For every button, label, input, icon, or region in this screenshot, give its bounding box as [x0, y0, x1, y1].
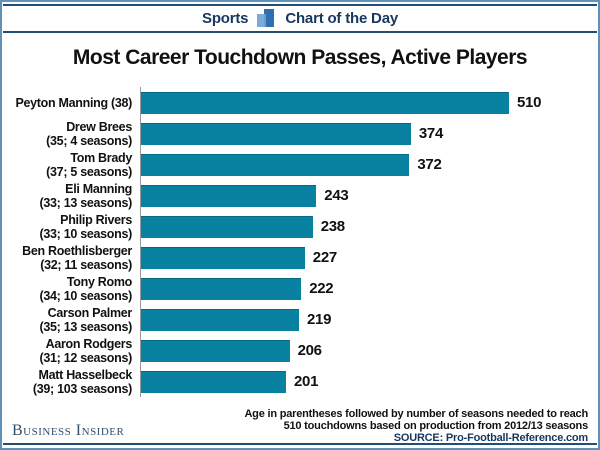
bar: [141, 153, 410, 176]
bar-chart-icon-dark-bar: [264, 9, 275, 27]
bar-track: 206: [140, 335, 592, 366]
value-label: 227: [312, 249, 337, 266]
bar-chart: Peyton Manning (38) 510 Drew Brees (35; 4 s…: [10, 87, 592, 397]
header: Sports Chart of the Day: [2, 6, 598, 31]
chart-row: Matt Hasselbeck (39; 103 seasons) 201: [10, 366, 592, 397]
value-label: 510: [517, 94, 542, 111]
chart-row: Peyton Manning (38) 510: [10, 87, 592, 118]
chart-row: Philip Rivers (33; 10 seasons) 238: [10, 211, 592, 242]
chart-row: Tom Brady (37; 5 seasons) 372: [10, 149, 592, 180]
bar: [141, 122, 411, 145]
player-label: Philip Rivers (33; 10 seasons): [39, 212, 133, 241]
bar: [141, 215, 313, 238]
bar: [141, 91, 509, 114]
chart-title: Most Career Touchdown Passes, Active Pla…: [72, 46, 528, 69]
bar-track: 243: [140, 180, 592, 211]
player-label: Matt Hasselbeck (39; 103 seasons): [32, 367, 132, 396]
bar: [141, 370, 286, 393]
footer-note-line2: 510 touchdowns based on production from …: [283, 420, 589, 432]
chart-row: Tony Romo (34; 10 seasons) 222: [10, 273, 592, 304]
value-label: 201: [294, 373, 319, 390]
chart-row: Eli Manning (33; 13 seasons) 243: [10, 180, 592, 211]
top-rule: [3, 4, 597, 6]
player-label: Peyton Manning (38): [15, 95, 132, 110]
bar-track: 372: [140, 149, 592, 180]
bar: [141, 308, 299, 331]
player-label: Ben Roethlisberger (32; 11 seasons): [22, 243, 132, 272]
value-label: 238: [320, 218, 345, 235]
value-label: 374: [418, 125, 444, 142]
player-label: Eli Manning (33; 13 seasons): [39, 181, 133, 210]
chart-row: Ben Roethlisberger (32; 11 seasons) 227: [10, 242, 592, 273]
footer-note: Age in parentheses followed by number of…: [244, 408, 588, 444]
player-label: Tom Brady (37; 5 seasons): [46, 150, 132, 179]
bar: [141, 339, 290, 362]
bar-track: 227: [140, 242, 592, 273]
chart-row: Carson Palmer (35; 13 seasons) 219: [10, 304, 592, 335]
bar: [141, 184, 317, 207]
bar-track: 238: [140, 211, 592, 242]
bar-chart-icon-light-bar: [257, 14, 267, 27]
bar-track: 219: [140, 304, 592, 335]
header-series-label: Chart of the Day: [285, 10, 398, 27]
bar-track: 201: [140, 366, 592, 397]
value-label: 219: [307, 311, 332, 328]
bar-chart-icon: [257, 9, 276, 28]
bar-track: 222: [140, 273, 592, 304]
bar-track: 510: [140, 87, 592, 118]
player-label: Carson Palmer (35; 13 seasons): [39, 305, 133, 334]
bar: [141, 246, 305, 269]
value-label: 222: [309, 280, 334, 297]
player-label: Tony Romo (34; 10 seasons): [39, 274, 133, 303]
header-section-label: Sports: [202, 10, 249, 27]
player-label: Aaron Rodgers (31; 12 seasons): [39, 336, 133, 365]
value-label: 372: [417, 156, 442, 173]
value-label: 206: [297, 342, 322, 359]
chart-row: Drew Brees (35; 4 seasons) 374: [10, 118, 592, 149]
bar-track: 374: [140, 118, 592, 149]
chart-row: Aaron Rodgers (31; 12 seasons) 206: [10, 335, 592, 366]
header-bottom-rule: [3, 31, 597, 33]
business-insider-logo: Business Insider: [12, 422, 125, 439]
bar: [141, 277, 302, 300]
value-label: 243: [324, 187, 349, 204]
source-credit: SOURCE: Pro-Football-Reference.com: [393, 432, 588, 444]
footer-note-line1: Age in parentheses followed by number of…: [244, 408, 588, 420]
player-label: Drew Brees (35; 4 seasons): [46, 119, 132, 148]
bottom-rule: [3, 443, 597, 445]
